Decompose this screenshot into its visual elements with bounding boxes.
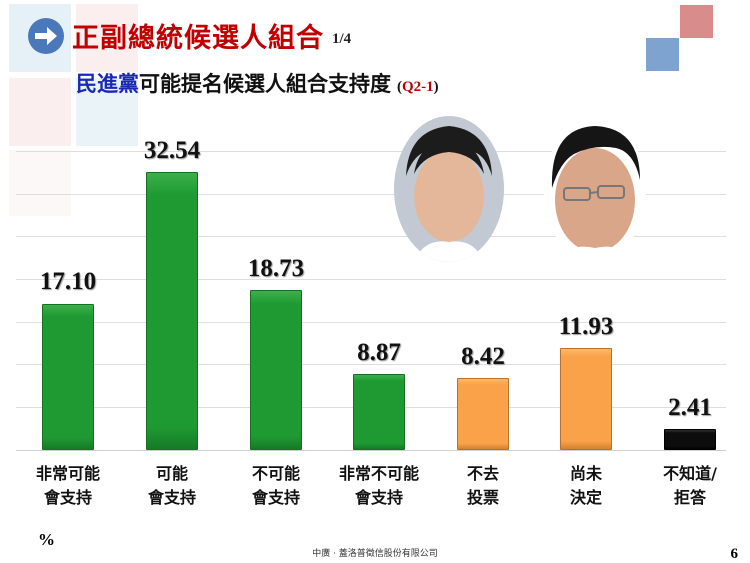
bar-very-unlikely-support: [353, 374, 405, 450]
category-line: 尚未: [569, 464, 602, 483]
bar-likely-support: [146, 172, 198, 450]
candidate-photo-1: [394, 116, 504, 262]
category-line: 不可能: [251, 464, 300, 483]
value-label: 2.41: [668, 394, 712, 421]
category-line: 決定: [569, 488, 602, 507]
paren-close: ): [433, 79, 439, 95]
category-label: 不去 投票: [428, 462, 538, 510]
subtitle: 民進黨 可能提名候選人組合支持度 (Q2-1): [76, 68, 439, 98]
category-label: 可能 會支持: [117, 462, 227, 510]
deco-square-blue: [646, 38, 679, 71]
subtitle-party: 民進黨: [76, 72, 139, 96]
deco-square-light-blue: [76, 78, 138, 146]
category-line: 會支持: [147, 488, 196, 507]
category-line: 會支持: [43, 488, 92, 507]
value-label: 18.73: [247, 255, 305, 282]
value-label: 32.54: [143, 137, 201, 164]
bar-undecided: [560, 348, 612, 450]
category-line: 非常可能: [35, 464, 100, 483]
deco-square-light-pink: [9, 78, 71, 146]
deco-square-red: [680, 5, 713, 38]
arrow-right-icon: [28, 17, 64, 54]
bar-dont-know-refuse: [664, 429, 716, 450]
value-label: 8.87: [357, 339, 401, 366]
category-line: 可能: [155, 464, 188, 483]
category-line: 拒答: [673, 488, 706, 507]
gridline-10: [16, 364, 726, 365]
bar-not-voting: [457, 378, 509, 450]
category-line: 投票: [466, 488, 499, 507]
candidate-photo-2: [544, 118, 646, 262]
footer-company: 中廣 · 蓋洛普徵信股份有限公司: [312, 549, 438, 559]
category-label: 非常可能 會支持: [13, 462, 123, 510]
deco-square-light-pink: [76, 4, 138, 72]
category-label: 不知道/拒答: [635, 462, 745, 510]
question-code: (Q2-1): [397, 79, 439, 96]
unit-label: %: [38, 530, 55, 549]
deco-square-faint: [9, 150, 71, 216]
subtitle-text: 可能提名候選人組合支持度: [139, 72, 391, 96]
category-line: 會支持: [251, 488, 300, 507]
category-label: 不可能 會支持: [221, 462, 331, 510]
value-label: 11.93: [558, 313, 614, 340]
question-code-text: Q2-1: [402, 79, 434, 95]
category-label: 尚未 決定: [531, 462, 641, 510]
value-label: 8.42: [461, 343, 505, 370]
page-title: 正副總統候選人組合: [72, 23, 324, 54]
bar-very-likely-support: [42, 304, 94, 450]
gridline-35: [16, 151, 726, 152]
bar-unlikely-support: [250, 290, 302, 450]
category-line: 會支持: [354, 488, 403, 507]
category-line: 不去: [466, 464, 499, 483]
title-row: 正副總統候選人組合 1/4: [28, 16, 351, 55]
x-axis-baseline: [16, 450, 726, 451]
value-label: 17.10: [39, 268, 97, 295]
category-line: 不知道/: [663, 464, 717, 483]
gridline-25: [16, 236, 726, 237]
category-line: 非常不可能: [338, 464, 419, 483]
gridline-20: [16, 279, 726, 280]
gridline-30: [16, 194, 726, 195]
slide-fraction: 1/4: [332, 31, 352, 47]
page-number: 6: [730, 546, 739, 562]
category-label: 非常不可能 會支持: [324, 462, 434, 510]
paren-open: (: [397, 79, 402, 95]
gridline-15: [16, 322, 726, 323]
